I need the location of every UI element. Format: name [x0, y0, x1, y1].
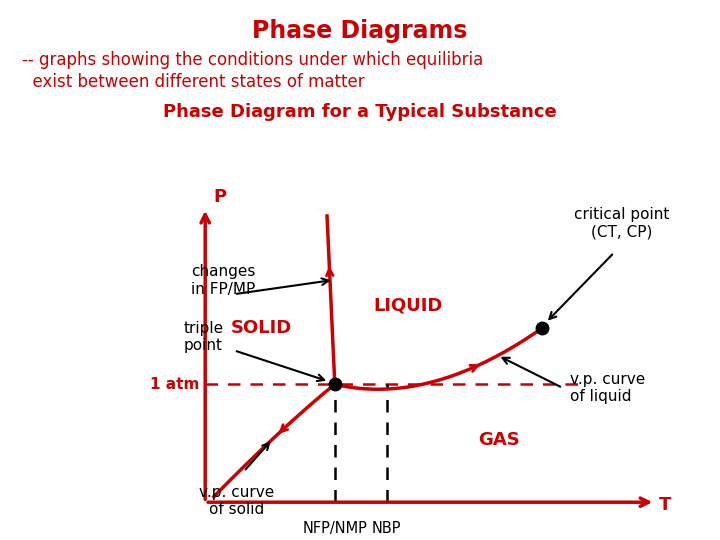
- Text: GAS: GAS: [478, 431, 520, 449]
- Text: P: P: [214, 188, 227, 206]
- Text: critical point
(CT, CP): critical point (CT, CP): [574, 207, 669, 239]
- Text: LIQUID: LIQUID: [374, 296, 443, 315]
- Text: triple
point: triple point: [184, 321, 224, 353]
- Text: changes
in FP/MP: changes in FP/MP: [191, 265, 255, 297]
- Text: exist between different states of matter: exist between different states of matter: [22, 73, 364, 91]
- Text: NFP/NMP: NFP/NMP: [302, 521, 367, 536]
- Text: v.p. curve
of liquid: v.p. curve of liquid: [570, 372, 645, 404]
- Text: -- graphs showing the conditions under which equilibria: -- graphs showing the conditions under w…: [22, 51, 483, 69]
- Text: 1 atm: 1 atm: [150, 377, 199, 392]
- Text: v.p. curve
of solid: v.p. curve of solid: [199, 485, 274, 517]
- Text: NBP: NBP: [372, 521, 401, 536]
- Text: SOLID: SOLID: [230, 319, 292, 337]
- Text: Phase Diagram for a Typical Substance: Phase Diagram for a Typical Substance: [163, 103, 557, 120]
- Text: Phase Diagrams: Phase Diagrams: [252, 19, 468, 43]
- Text: T: T: [659, 496, 671, 514]
